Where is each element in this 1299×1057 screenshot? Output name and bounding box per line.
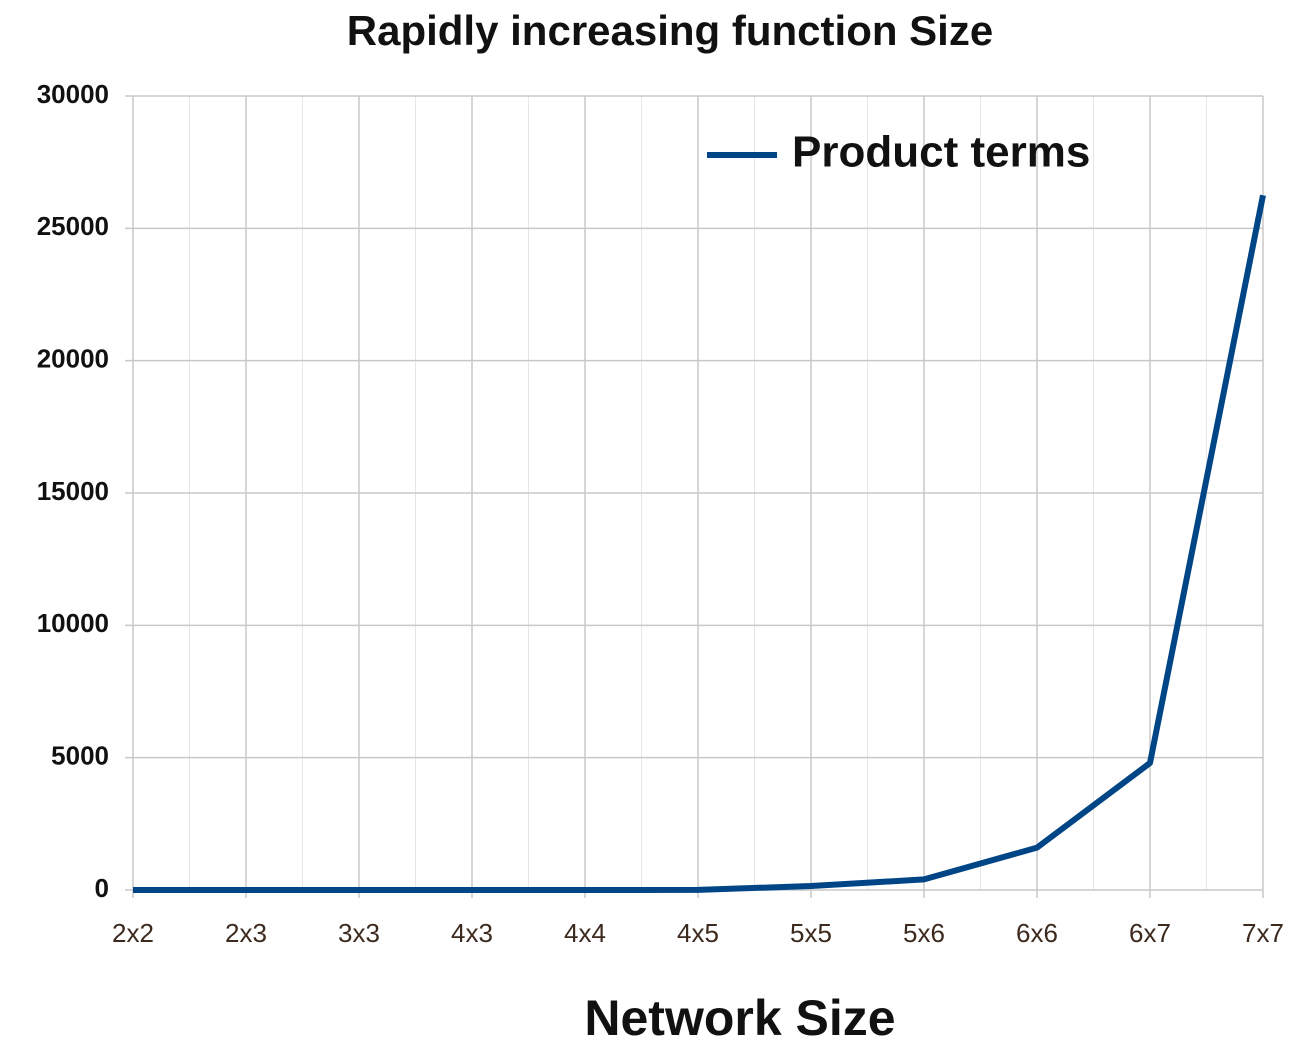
x-tick-label: 5x6 xyxy=(903,918,945,948)
x-tick-label: 6x7 xyxy=(1129,918,1171,948)
legend-label: Product terms xyxy=(792,128,1090,177)
x-tick-label: 6x6 xyxy=(1016,918,1058,948)
x-tick-label: 2x3 xyxy=(225,918,267,948)
y-tick-label: 10000 xyxy=(37,608,109,638)
y-tick-label: 25000 xyxy=(37,211,109,241)
x-tick-label: 7x7 xyxy=(1242,918,1284,948)
y-tick-label: 0 xyxy=(95,873,109,903)
y-tick-label: 5000 xyxy=(51,741,109,771)
chart-title: Rapidly increasing function Size xyxy=(347,7,993,54)
x-tick-label: 4x5 xyxy=(677,918,719,948)
y-tick-label: 20000 xyxy=(37,344,109,374)
y-tick-label: 30000 xyxy=(37,79,109,109)
x-tick-label: 4x3 xyxy=(451,918,493,948)
x-tick-label: 2x2 xyxy=(112,918,154,948)
y-tick-label: 15000 xyxy=(37,476,109,506)
x-tick-label: 5x5 xyxy=(790,918,832,948)
x-tick-label: 4x4 xyxy=(564,918,606,948)
x-tick-label: 3x3 xyxy=(338,918,380,948)
data-line xyxy=(133,194,1266,893)
x-axis-title: Network Size xyxy=(584,990,895,1046)
